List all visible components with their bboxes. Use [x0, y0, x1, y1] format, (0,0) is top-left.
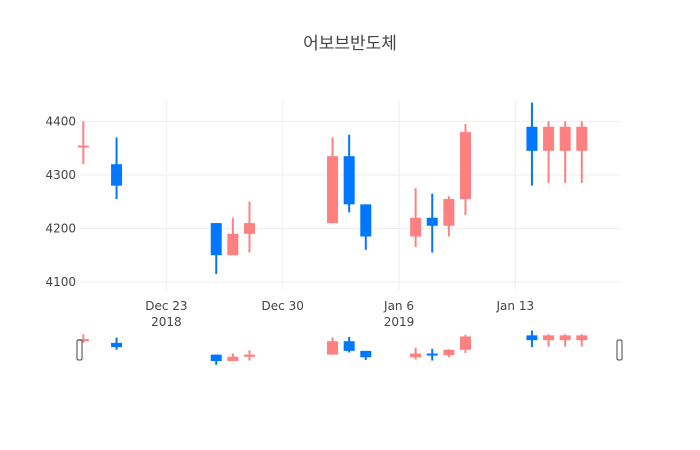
- y-tick-label: 4400: [45, 114, 76, 128]
- candle-mini[interactable]: [360, 350, 372, 360]
- candle[interactable]: [543, 121, 555, 183]
- range-slider[interactable]: [76, 330, 623, 368]
- candle[interactable]: [343, 134, 355, 213]
- x-tick-year-label: 2018: [151, 315, 182, 329]
- candle-mini[interactable]: [459, 334, 471, 354]
- y-tick-label: 4300: [45, 168, 76, 182]
- candle-body: [210, 223, 222, 256]
- candle-mini[interactable]: [111, 337, 123, 350]
- candle[interactable]: [210, 223, 222, 274]
- candle[interactable]: [459, 124, 471, 216]
- candle-mini[interactable]: [426, 348, 438, 361]
- candle[interactable]: [576, 121, 588, 183]
- candle-body: [227, 356, 239, 362]
- candle[interactable]: [410, 188, 422, 248]
- y-axis: 4100 4200 4300 4400: [45, 114, 76, 289]
- candle-mini[interactable]: [227, 353, 239, 362]
- candle-body: [111, 342, 123, 348]
- candle-body: [459, 336, 471, 350]
- candle[interactable]: [526, 102, 538, 186]
- candle-body: [243, 223, 255, 234]
- candles[interactable]: [77, 102, 588, 274]
- candle[interactable]: [243, 201, 255, 253]
- candle-body: [360, 204, 372, 237]
- candle-mini[interactable]: [576, 334, 588, 347]
- chart-title: 어보브반도체: [303, 34, 397, 54]
- candle[interactable]: [227, 217, 239, 256]
- candle-body: [77, 145, 89, 148]
- candle-body: [543, 126, 555, 151]
- candle-body: [77, 339, 89, 342]
- candle[interactable]: [443, 196, 455, 237]
- candle-body: [426, 217, 438, 226]
- x-axis: Dec 23 2018 Dec 30 Jan 6 2019 Jan 13: [145, 299, 534, 329]
- candle-mini[interactable]: [443, 349, 455, 358]
- candle-body: [576, 335, 588, 341]
- candle-body: [543, 335, 555, 341]
- candle-body: [343, 341, 355, 351]
- candle[interactable]: [327, 137, 339, 224]
- candle[interactable]: [559, 121, 571, 183]
- candle-body: [410, 353, 422, 358]
- candle-body: [343, 156, 355, 205]
- candle-body: [227, 233, 239, 256]
- candle-body: [410, 217, 422, 237]
- candle-body: [243, 354, 255, 357]
- candle-body: [327, 341, 339, 355]
- x-tick-label: Dec 23: [145, 299, 187, 313]
- range-slider-handle-left[interactable]: [76, 339, 83, 361]
- candle[interactable]: [77, 121, 89, 165]
- candle[interactable]: [111, 137, 123, 200]
- range-slider-handle-right[interactable]: [616, 339, 623, 361]
- candle-body: [210, 354, 222, 362]
- candle-body: [559, 126, 571, 151]
- x-tick-label: Jan 13: [496, 299, 535, 313]
- candle-mini[interactable]: [343, 336, 355, 353]
- candle-body: [526, 335, 538, 341]
- candle[interactable]: [426, 193, 438, 253]
- candle-body: [576, 126, 588, 151]
- candle-body: [360, 350, 372, 358]
- y-tick-label: 4100: [45, 275, 76, 289]
- x-tick-label: Jan 6: [383, 299, 414, 313]
- x-tick-label: Dec 30: [262, 299, 304, 313]
- candle-body: [526, 126, 538, 151]
- candle-mini[interactable]: [77, 334, 89, 343]
- candle-mini[interactable]: [210, 354, 222, 365]
- candle-mini[interactable]: [327, 337, 339, 355]
- candle-mini[interactable]: [526, 330, 538, 348]
- candle-mini[interactable]: [559, 334, 571, 347]
- candle-mini[interactable]: [410, 347, 422, 360]
- candle-body: [327, 156, 339, 224]
- candle-body: [426, 353, 438, 356]
- candle-body: [443, 349, 455, 356]
- candle-body: [459, 132, 471, 200]
- x-tick-year-label: 2019: [384, 315, 415, 329]
- candle[interactable]: [360, 204, 372, 250]
- candle-mini[interactable]: [543, 334, 555, 347]
- y-tick-label: 4200: [45, 221, 76, 235]
- candle-body: [559, 335, 571, 341]
- candle-body: [443, 199, 455, 226]
- candle-body: [111, 164, 123, 186]
- candle-mini[interactable]: [243, 350, 255, 361]
